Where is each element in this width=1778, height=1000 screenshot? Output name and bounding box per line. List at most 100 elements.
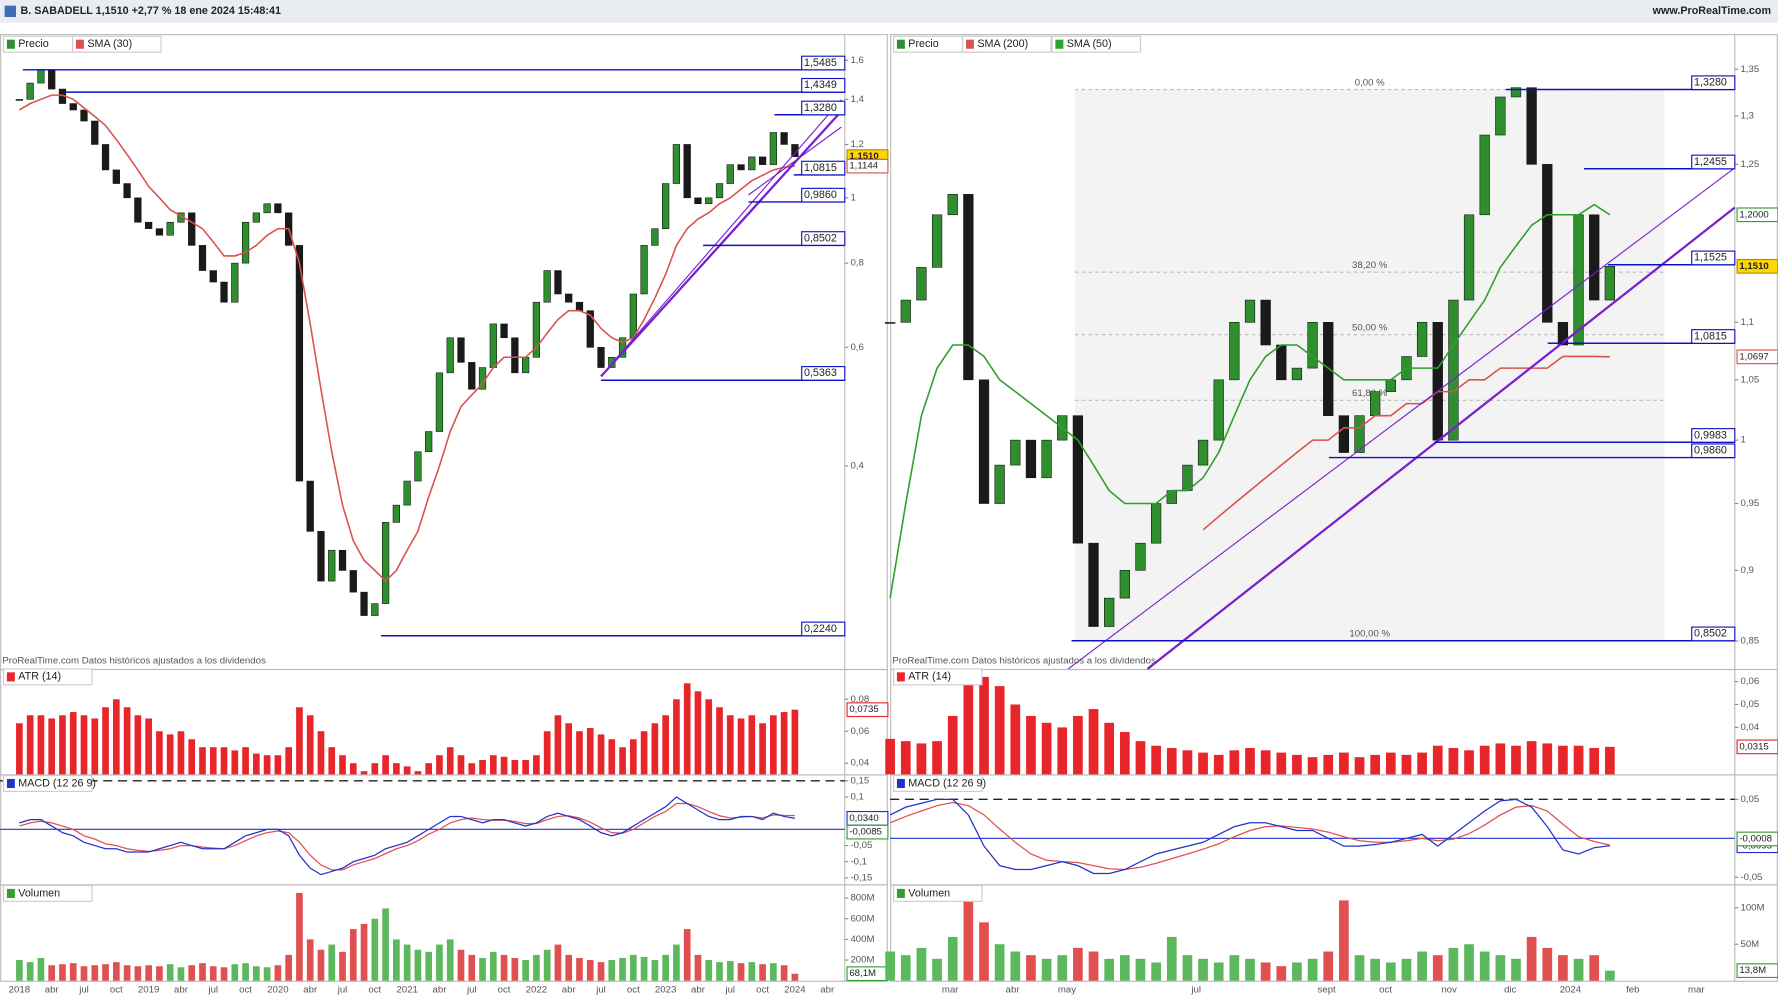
volume-bar [145,965,152,981]
atr-bar [220,747,228,775]
atr-bar [446,747,454,775]
candle [328,549,336,582]
atr-bar [317,731,325,775]
site-link[interactable]: www.ProRealTime.com [1652,5,1771,17]
candle [1104,597,1115,627]
candle [931,214,943,268]
level-box [801,366,846,381]
pane-frame [0,34,888,671]
atr-bar [1511,745,1521,775]
pane-label[interactable]: Volumen [18,887,60,899]
y-tick-label: 1,1 [1740,317,1753,328]
candle [1213,379,1224,441]
volume-bar [123,965,131,981]
pane-label[interactable]: MACD (12 26 9) [18,777,96,789]
atr-bar [425,763,433,775]
volume-bar [1542,947,1553,981]
atr-bar [716,707,723,775]
volume-bar [446,939,454,981]
x-tick-label: 2018 [9,984,30,995]
atr-bar [597,734,605,775]
volume-bar [916,947,927,981]
pane-label[interactable]: Precio [18,38,49,50]
volume-bar [683,929,691,981]
candle [1150,503,1162,544]
volume-bar [489,951,497,981]
volume-bar [694,954,702,981]
candle [1276,344,1287,381]
atr-bar [134,715,142,775]
candle [758,156,767,165]
atr-bar [339,755,346,775]
x-tick-label: jul [78,984,89,995]
value-tag: 1,0697 [1739,351,1768,362]
data-note: ProRealTime.com Datos históricos ajustad… [2,656,266,667]
x-tick-label: mar [1688,984,1705,995]
y-tick-label: -0,1 [850,856,867,867]
pane-label[interactable]: SMA (50) [1067,38,1112,50]
x-tick-label: abr [174,984,189,995]
atr-bar [382,755,389,775]
pane-label[interactable]: ATR (14) [18,671,61,683]
volume-bar [1417,951,1427,981]
pane-label[interactable]: Precio [908,38,939,50]
fib-label: 38,20 % [1352,260,1388,271]
y-tick-label: 0,85 [1740,636,1759,647]
candle [1135,542,1146,571]
candle [231,262,239,303]
atr-bar [662,715,669,775]
volume-bar [1245,958,1255,981]
volume-bar [339,951,346,981]
atr-bar [166,734,174,775]
fib-label: 0,00 % [1355,77,1385,88]
pane-label[interactable]: Volumen [908,887,950,899]
volume-bar [1135,958,1146,981]
volume-bar [1385,962,1396,981]
title-bar [0,0,1778,23]
atr-bar [1135,741,1146,775]
macd-signal-line [19,802,795,871]
level-box [801,231,846,246]
instrument-title: B. SABADELL 1,1510 +2,77 % 18 ene 2024 1… [21,5,281,17]
volume-bar [263,967,271,981]
volume-bar [1151,962,1161,981]
volume-bar [306,939,314,981]
x-tick-label: oct [1379,984,1392,995]
pane-label[interactable]: ATR (14) [908,671,951,683]
candle [780,132,788,145]
volume-bar [1558,955,1568,981]
level-box [801,160,846,176]
volume-bar [371,918,379,981]
pane-label[interactable]: MACD (12 26 9) [908,777,986,789]
volume-bar [16,960,23,981]
candle [1307,322,1318,369]
volume-bar [91,965,99,981]
y-tick-label: -0,05 [1740,872,1762,883]
pane-label[interactable]: SMA (200) [977,38,1028,50]
volume-bar [457,949,465,981]
atr-bar [608,739,616,775]
volume-bar [112,962,120,981]
candle [381,522,390,604]
volume-bar [1432,955,1443,981]
volume-bar [242,963,249,981]
x-tick-label: oct [368,984,381,995]
candle [360,591,368,616]
candle [1338,415,1350,453]
level-box [801,100,846,116]
candle [1495,96,1506,136]
volume-bar [1198,958,1208,981]
volume-bar [328,944,336,981]
pane-label[interactable]: SMA (30) [87,38,132,50]
y-tick-label: 1 [850,192,855,203]
candle [1370,391,1381,416]
atr-bar [916,743,927,775]
y-tick-label: 0,06 [850,726,869,737]
y-tick-label: 400M [850,934,874,945]
x-tick-label: abr [45,984,60,995]
atr-bar [1432,745,1443,775]
fib-label: 100,00 % [1349,628,1390,639]
atr-bar [511,759,519,775]
level-label: 1,3280 [804,102,837,114]
